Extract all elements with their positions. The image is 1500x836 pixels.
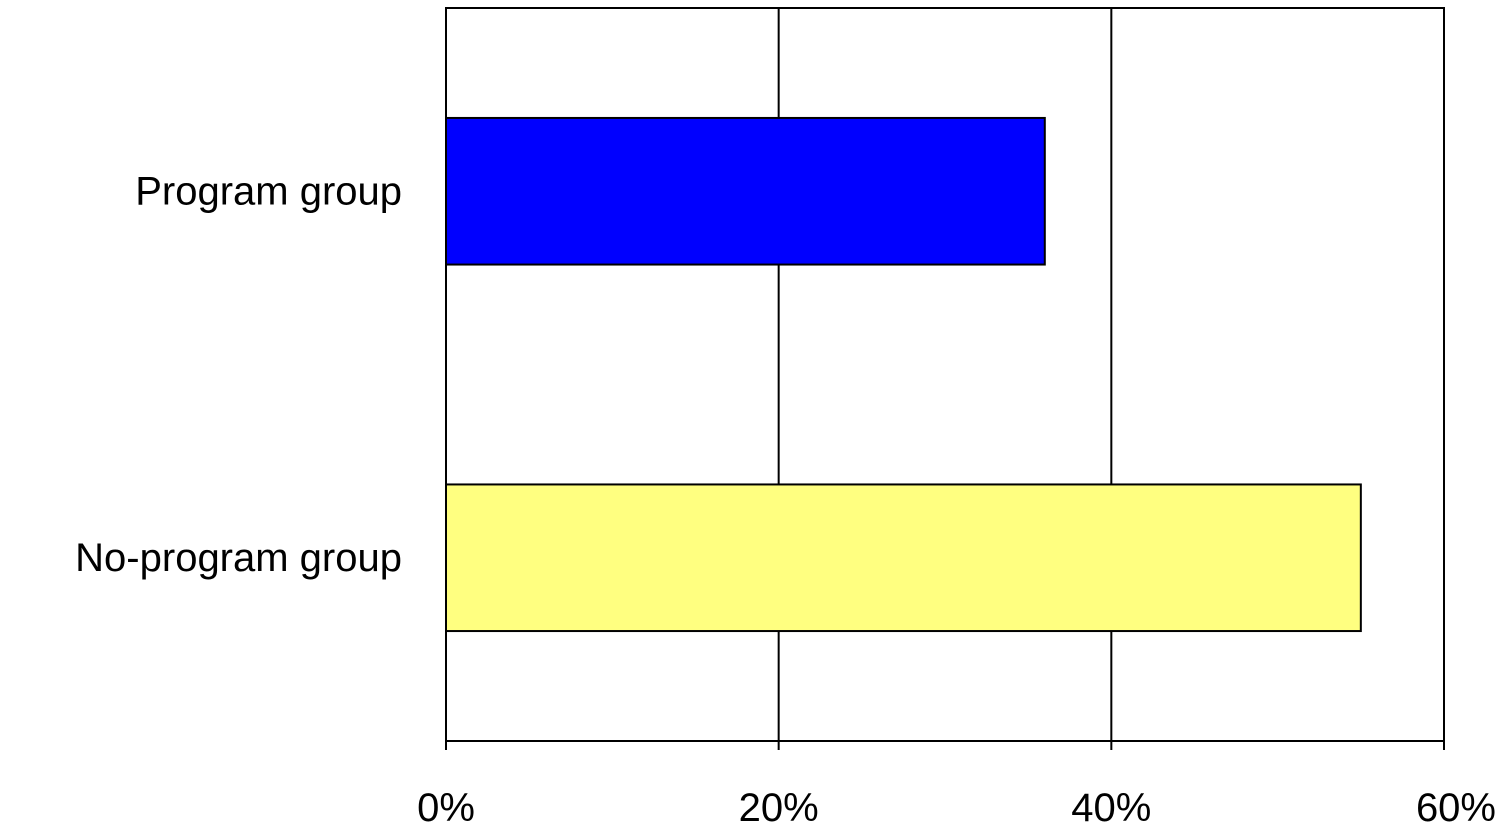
tick-label-0: 0% [417,786,475,830]
bar-0 [445,116,1046,266]
tick-label-2: 40% [1071,786,1151,830]
bar-1 [445,483,1362,633]
category-label-1: No-program group [75,536,402,580]
tick-label-1: 20% [739,786,819,830]
category-labels: Program group No-program group [75,169,402,580]
category-label-0: Program group [135,169,402,213]
bars [445,116,1362,633]
tick-label-3: 60% [1416,786,1496,830]
x-axis [445,740,1445,750]
tick-labels: 0% 20% 40% 60% [417,786,1496,830]
